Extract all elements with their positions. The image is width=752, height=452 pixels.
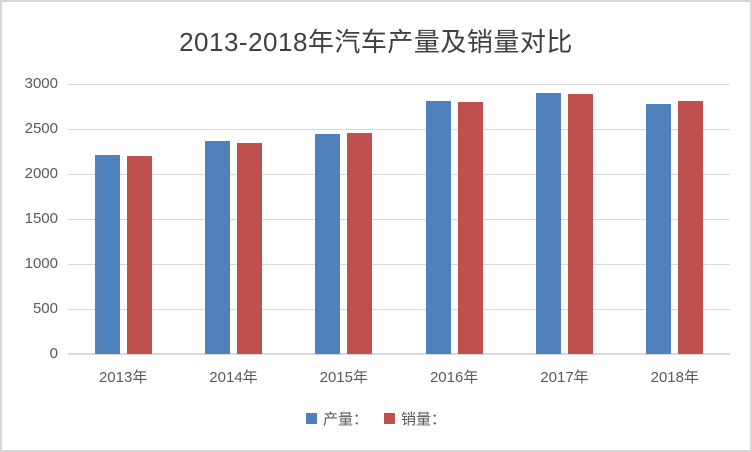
bar-sales-2016年 [457, 101, 483, 354]
gridline-500 [68, 309, 730, 310]
y-tick-label-2000: 2000 [24, 165, 58, 182]
y-tick-label-0: 0 [49, 345, 58, 362]
x-tick-label-2015年: 2015年 [319, 369, 368, 386]
bar-group-2016年 [399, 84, 509, 354]
bar-sales-2018年 [678, 101, 704, 354]
chart-title: 2013-2018年汽车产量及销量对比 [179, 27, 573, 57]
legend-item-production: 产量： [305, 408, 368, 429]
bar-production-2018年 [646, 103, 672, 354]
y-tick-label-2500: 2500 [24, 120, 58, 137]
x-tick-label-2018年: 2018年 [650, 369, 699, 386]
bar-production-2017年 [535, 92, 561, 354]
x-axis-line [68, 353, 730, 355]
gridline-1000 [68, 264, 730, 265]
y-tick-label-500: 500 [32, 300, 58, 317]
legend-swatch-sales [384, 413, 395, 424]
gridline-2000 [68, 174, 730, 175]
gridline-2500 [68, 129, 730, 130]
legend-swatch-production [305, 413, 317, 424]
x-tick-label-2013年: 2013年 [98, 369, 148, 386]
plot-area: 0 500 1000 1500 2000 2500 3000 2013年 2014年 2015年 2… [25, 75, 730, 386]
bar-group-2014年 [178, 84, 288, 354]
bar-sales-2015年 [347, 132, 373, 354]
bar-group-2013年 [68, 84, 178, 354]
x-tick-label-2017年: 2017年 [540, 369, 589, 386]
bar-sales-2013年 [126, 156, 152, 354]
legend: 产量： 销量： [2, 408, 750, 429]
gridline-3000 [68, 84, 730, 85]
bar-production-2015年 [315, 133, 341, 354]
y-tick-label-1000: 1000 [24, 255, 58, 272]
bar-group-2018年 [620, 84, 730, 354]
bar-sales-2017年 [567, 94, 593, 354]
legend-label-production: 产量： [322, 411, 368, 428]
legend-item-sales: 销量： [384, 408, 446, 429]
bar-sales-2014年 [236, 142, 262, 354]
y-tick-label-1500: 1500 [24, 210, 58, 227]
bar-production-2013年 [94, 154, 120, 354]
x-tick-label-2016年: 2016年 [429, 369, 479, 386]
bar-production-2016年 [425, 100, 451, 354]
bar-group-2015年 [289, 84, 399, 354]
bar-group-2017年 [509, 84, 619, 354]
x-tick-label-2014年: 2014年 [209, 369, 258, 386]
bar-production-2014年 [204, 140, 230, 354]
legend-label-sales: 销量： [401, 411, 447, 428]
gridline-1500 [68, 219, 730, 220]
y-tick-label-3000: 3000 [24, 75, 58, 92]
